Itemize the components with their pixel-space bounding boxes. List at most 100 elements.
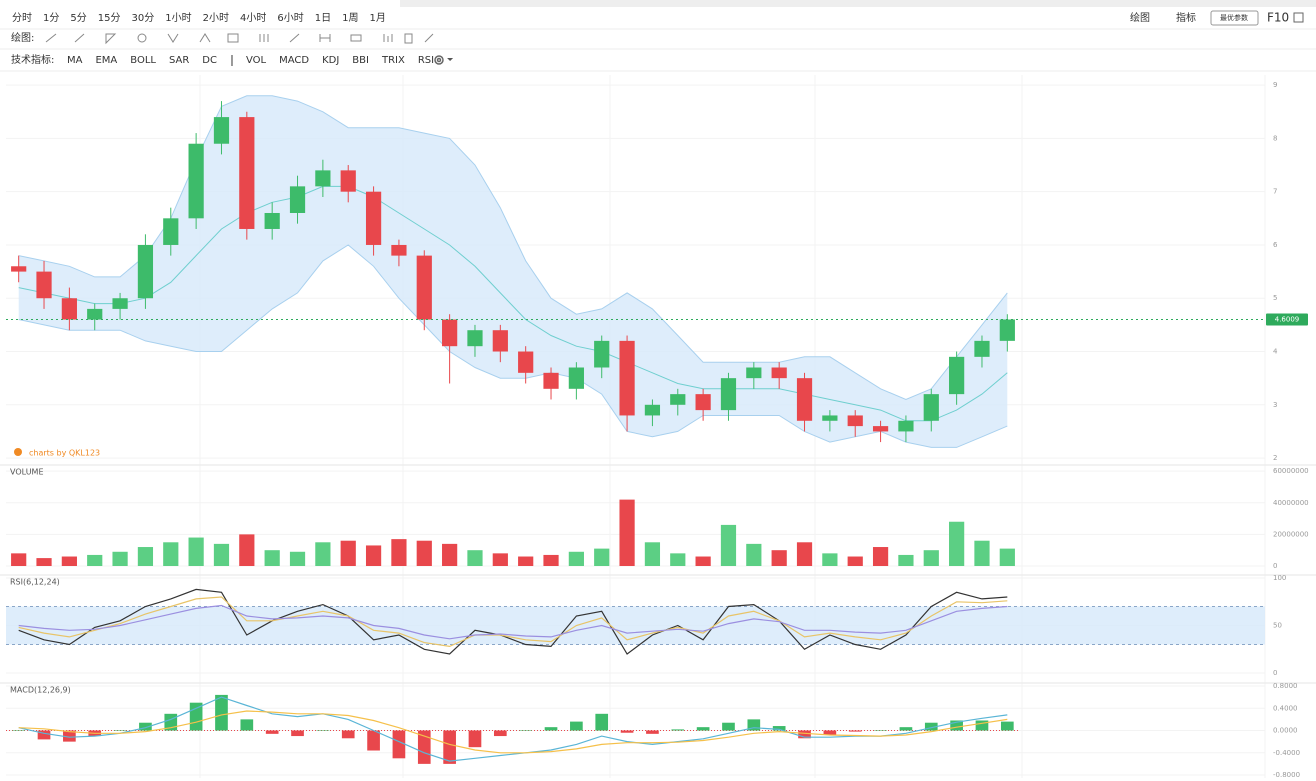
y-tick-label: 3 bbox=[1273, 401, 1277, 409]
dropdown-arrow[interactable] bbox=[447, 58, 454, 61]
indicator-tab[interactable]: SAR bbox=[169, 55, 189, 66]
volume-bar bbox=[391, 539, 407, 566]
candle-body bbox=[644, 404, 661, 416]
indicator-tab[interactable]: MA bbox=[67, 55, 83, 66]
volume-bar bbox=[36, 558, 52, 566]
volume-bar bbox=[163, 542, 179, 566]
candle-body bbox=[822, 415, 838, 421]
interval-tab[interactable]: 6小时 bbox=[277, 12, 303, 24]
indicator-tab[interactable]: MACD bbox=[279, 55, 309, 66]
settings-icon[interactable] bbox=[434, 55, 444, 65]
macd-hist bbox=[544, 727, 558, 731]
candle-body bbox=[720, 378, 737, 411]
indicator-tab[interactable]: DC bbox=[202, 55, 217, 66]
indicator-tab[interactable]: EMA bbox=[95, 55, 117, 66]
y-tick-label: 2 bbox=[1273, 454, 1277, 462]
volume-bar bbox=[416, 540, 432, 566]
candle-body bbox=[492, 330, 508, 352]
candle-body bbox=[137, 244, 154, 299]
panel-title: MACD(12,26,9) bbox=[10, 686, 71, 695]
y-tick-label: 40000000 bbox=[1273, 499, 1309, 507]
candle-body bbox=[442, 319, 458, 347]
candle-body bbox=[543, 372, 559, 389]
macd-hist bbox=[291, 730, 304, 737]
volume-bar bbox=[670, 553, 686, 566]
macd-hist bbox=[595, 713, 609, 731]
watermark-icon bbox=[14, 448, 22, 456]
candle-body bbox=[999, 319, 1015, 341]
candle-body bbox=[746, 367, 762, 379]
y-tick-label: 9 bbox=[1273, 81, 1277, 89]
param-button-frame[interactable] bbox=[1210, 10, 1259, 26]
y-tick-label: 7 bbox=[1273, 188, 1277, 196]
interval-tab[interactable]: 30分 bbox=[131, 12, 154, 24]
volume-bar bbox=[999, 548, 1015, 566]
volume-bar bbox=[442, 543, 458, 566]
candle-body bbox=[923, 394, 939, 421]
interval-tab[interactable]: 2小时 bbox=[203, 12, 229, 24]
macd-dea bbox=[18, 710, 1008, 754]
macd-hist bbox=[139, 722, 152, 731]
interval-tab[interactable]: 1周 bbox=[342, 12, 358, 24]
indicator-tab[interactable]: TRIX bbox=[381, 55, 405, 66]
volume-bar bbox=[695, 556, 711, 566]
interval-tab[interactable]: 1月 bbox=[369, 12, 385, 24]
volume-bar bbox=[619, 499, 635, 566]
macd-hist bbox=[392, 730, 406, 759]
candle-body bbox=[847, 415, 863, 427]
macd-hist bbox=[798, 730, 811, 739]
volume-bar bbox=[112, 551, 128, 566]
macd-hist bbox=[113, 730, 127, 731]
macd-hist bbox=[823, 730, 837, 735]
indicator-tab[interactable]: VOL bbox=[246, 55, 267, 66]
indicator-tab[interactable]: BOLL bbox=[130, 55, 156, 66]
macd-hist bbox=[747, 719, 761, 731]
f10-button[interactable]: F10 bbox=[1267, 11, 1289, 25]
candle-body bbox=[61, 298, 77, 320]
volume-bar bbox=[594, 548, 610, 566]
indicator-button[interactable]: 指标 bbox=[1176, 11, 1196, 24]
y-tick-label: 8 bbox=[1273, 134, 1277, 142]
volume-bar bbox=[898, 554, 914, 566]
macd-hist bbox=[493, 730, 507, 737]
interval-tab[interactable]: 4小时 bbox=[240, 12, 266, 24]
y-tick-label: 50 bbox=[1273, 622, 1282, 630]
indicator-tab[interactable]: RSI bbox=[418, 55, 434, 66]
indicator-tab[interactable]: BBI bbox=[352, 55, 369, 66]
fullscreen-icon[interactable] bbox=[1293, 12, 1304, 23]
candle-body bbox=[112, 298, 128, 309]
interval-tab[interactable]: 1分 bbox=[43, 12, 59, 24]
volume-bar bbox=[61, 556, 77, 566]
volume-bar bbox=[543, 554, 559, 566]
volume-bar bbox=[822, 553, 838, 566]
candle-body bbox=[289, 186, 306, 213]
param-button[interactable]: 最优参数 bbox=[1220, 13, 1248, 22]
interval-tab[interactable]: 1日 bbox=[315, 13, 331, 24]
volume-bar bbox=[137, 547, 154, 566]
boll-lower bbox=[18, 244, 1008, 448]
candle-body bbox=[340, 170, 356, 192]
candle-body bbox=[213, 117, 230, 144]
candle-body bbox=[467, 330, 483, 347]
indicator-tab[interactable]: KDJ bbox=[322, 55, 339, 66]
macd-hist bbox=[265, 730, 279, 734]
interval-tab[interactable]: 1小时 bbox=[165, 12, 191, 24]
interval-tab[interactable]: 5分 bbox=[70, 12, 86, 24]
macd-hist bbox=[772, 726, 786, 731]
draw-button[interactable]: 绘图 bbox=[1130, 11, 1150, 24]
y-tick-label: -0.4000 bbox=[1273, 749, 1300, 757]
macd-hist bbox=[848, 730, 862, 732]
macd-hist bbox=[1000, 721, 1014, 731]
interval-tab[interactable]: 分时 bbox=[12, 12, 32, 24]
macd-hist bbox=[874, 730, 887, 731]
y-tick-label: 0.4000 bbox=[1273, 704, 1298, 712]
candle-body bbox=[695, 394, 711, 411]
macd-hist bbox=[646, 730, 659, 734]
volume-bar bbox=[213, 543, 230, 566]
drawing-tools[interactable] bbox=[45, 33, 434, 45]
interval-tab[interactable]: 15分 bbox=[98, 12, 121, 24]
volume-bar bbox=[847, 556, 863, 566]
macd-hist bbox=[12, 730, 26, 731]
candle-body bbox=[974, 340, 990, 357]
